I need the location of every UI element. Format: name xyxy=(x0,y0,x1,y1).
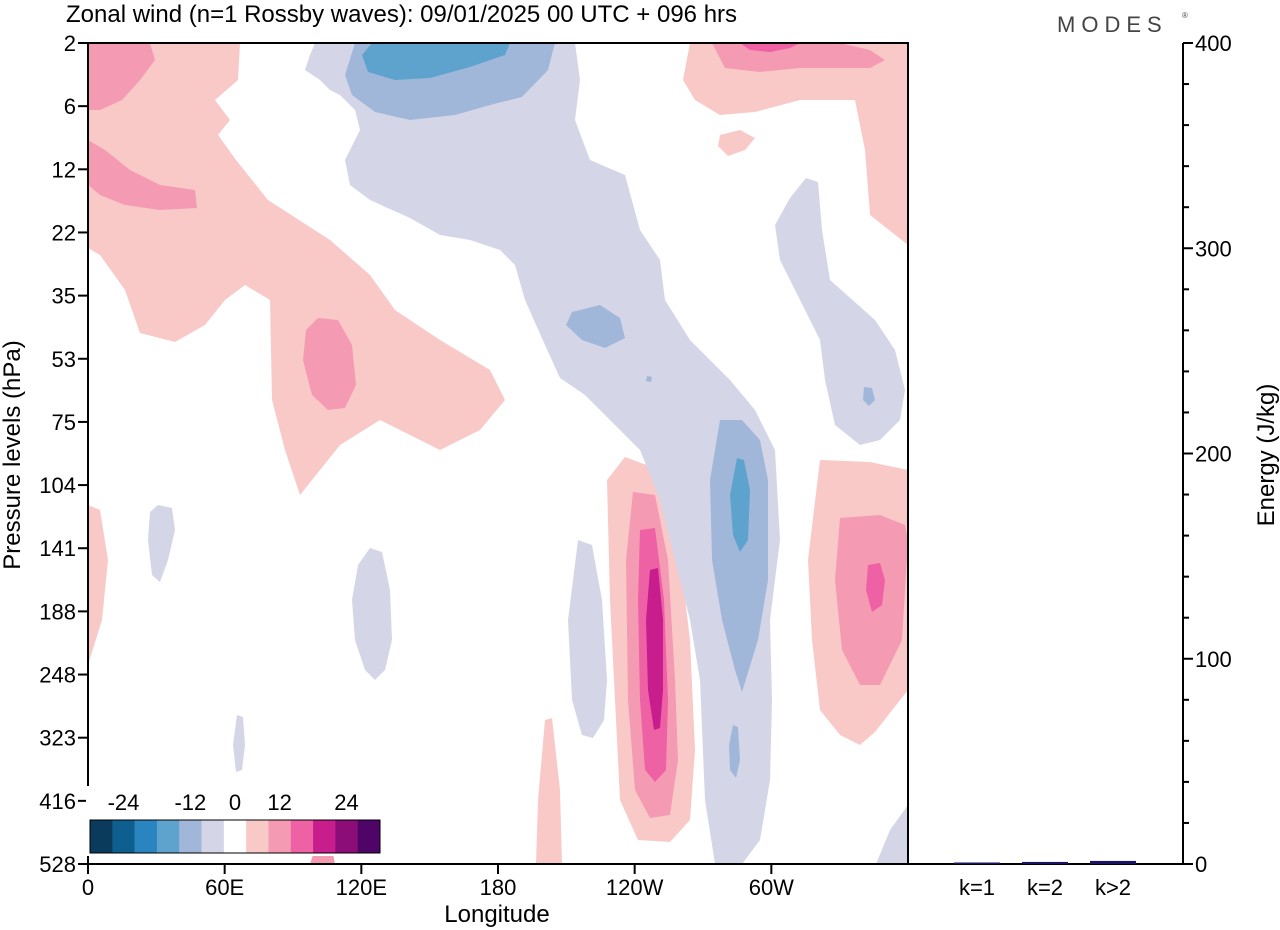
energy-axis-label: Energy (J/kg) xyxy=(1253,384,1280,527)
energy-bar-chart: 0 100 200 300 400 k=1 k=2 k>2 xyxy=(908,31,1232,900)
pressure-tick-label: 323 xyxy=(39,726,76,751)
contour-neg-6-column-130w xyxy=(568,540,607,738)
energy-category-label: k=2 xyxy=(1027,875,1063,900)
colorbar-swatch xyxy=(246,820,269,853)
pressure-tick-label: 35 xyxy=(52,284,76,309)
contour-pos-6-lower-streak xyxy=(536,718,562,864)
x-axis-label: Longitude xyxy=(444,901,549,928)
contour-pos-6-left-edge xyxy=(88,505,108,665)
colorbar-swatch xyxy=(313,820,336,853)
contour-pos-18-core-30w xyxy=(866,563,885,612)
pressure-tick-label: 141 xyxy=(39,536,76,561)
pressure-tick-label: 22 xyxy=(52,220,76,245)
colorbar-swatch xyxy=(290,820,314,853)
energy-category-label: k=1 xyxy=(959,875,995,900)
contour-neg-18-top xyxy=(362,43,510,80)
contour-pos-12-mid-left xyxy=(88,140,197,210)
longitude-tick-label: 180 xyxy=(480,875,517,900)
longitude-tick-label: 60E xyxy=(205,875,244,900)
colorbar-label: 12 xyxy=(267,790,291,815)
colorbar-swatch xyxy=(134,820,158,853)
pressure-tick-label: 188 xyxy=(39,599,76,624)
contour-neg-12-dot-30w xyxy=(863,387,875,406)
pressure-tick-label: 53 xyxy=(52,347,76,372)
colorbar-swatch xyxy=(268,820,292,853)
colorbar-swatch xyxy=(335,820,358,853)
energy-bar xyxy=(1090,860,1136,864)
colorbar-label: 24 xyxy=(334,790,358,815)
energy-tick-label: 400 xyxy=(1195,31,1232,56)
pressure-tick-label: 248 xyxy=(39,663,76,688)
pressure-tick-label: 528 xyxy=(39,852,76,877)
pressure-tick-label: 6 xyxy=(64,94,76,119)
contour-neg-12-column-70w xyxy=(710,420,768,692)
longitude-tick-label: 120W xyxy=(606,875,664,900)
contour-pos-6-upper-right xyxy=(683,43,908,245)
contour-neg-6-main-band xyxy=(305,43,780,864)
colorbar-border xyxy=(89,819,381,854)
energy-category-label: k>2 xyxy=(1095,875,1131,900)
logo-mark: ® xyxy=(1182,11,1188,20)
contour-plot xyxy=(88,43,908,864)
pressure-tick-label: 104 xyxy=(39,473,76,498)
longitude-tick-label: 120E xyxy=(336,875,387,900)
contour-pos-24-core xyxy=(646,568,663,730)
contour-neg-6-blob-30e xyxy=(148,505,175,582)
pressure-tick-label: 2 xyxy=(64,31,76,56)
y-axis-label: Pressure levels (hPa) xyxy=(0,340,26,569)
contour-pos-6-upper-left xyxy=(88,43,505,495)
chart-title: Zonal wind (n=1 Rossby waves): 09/01/202… xyxy=(66,1,737,28)
colorbar-swatch xyxy=(90,820,113,853)
pressure-axis: 2 6 12 22 35 53 75 104 141 188 248 323 416 528 xyxy=(39,31,88,877)
contour-neg-6-thin-streak xyxy=(233,715,245,772)
contour-neg-6-bottom-right xyxy=(876,805,908,864)
contour-pos-6-small-blob xyxy=(718,130,755,156)
energy-bar xyxy=(1022,861,1068,864)
energy-tick-label: 100 xyxy=(1195,647,1232,672)
colorbar-swatch xyxy=(201,820,225,853)
energy-tick-label: 200 xyxy=(1195,442,1232,467)
contour-neg-6-right-tongue xyxy=(775,178,905,445)
longitude-tick-label: 0 xyxy=(82,875,94,900)
colorbar-swatch xyxy=(112,820,135,853)
colorbar-swatch xyxy=(223,820,247,853)
contour-neg-6-blob-100e xyxy=(352,548,392,680)
modes-logo: MODES xyxy=(1057,12,1168,37)
pressure-tick-label: 75 xyxy=(52,410,76,435)
contour-neg-12-dot-53hpa xyxy=(646,376,652,382)
longitude-tick-label: 60W xyxy=(749,875,794,900)
longitude-axis: 0 60E 120E 180 120W 60W xyxy=(82,864,794,900)
colorbar-label: -12 xyxy=(174,790,206,815)
colorbar-label: -24 xyxy=(108,790,140,815)
energy-bar xyxy=(954,862,1000,864)
contour-neg-12-small-35hpa xyxy=(566,305,625,348)
colorbar-swatch xyxy=(156,820,180,853)
energy-tick-label: 300 xyxy=(1195,236,1232,261)
contour-pos-12-blob-100e xyxy=(303,318,356,410)
contour-pos-18-top-right xyxy=(740,43,800,52)
contour-pos-12-top-left xyxy=(88,43,155,110)
colorbar-swatch xyxy=(179,820,202,853)
colorbar-label: 0 xyxy=(229,790,241,815)
colorbar-swatch xyxy=(357,820,381,853)
colorbar-legend: -24 -12 0 12 24 xyxy=(86,786,382,856)
pressure-tick-label: 12 xyxy=(52,157,76,182)
energy-tick-label: 0 xyxy=(1195,852,1207,877)
pressure-tick-label: 416 xyxy=(39,789,76,814)
contour-neg-18-core xyxy=(730,458,750,552)
contour-neg-12-streak-bottom xyxy=(729,725,740,778)
